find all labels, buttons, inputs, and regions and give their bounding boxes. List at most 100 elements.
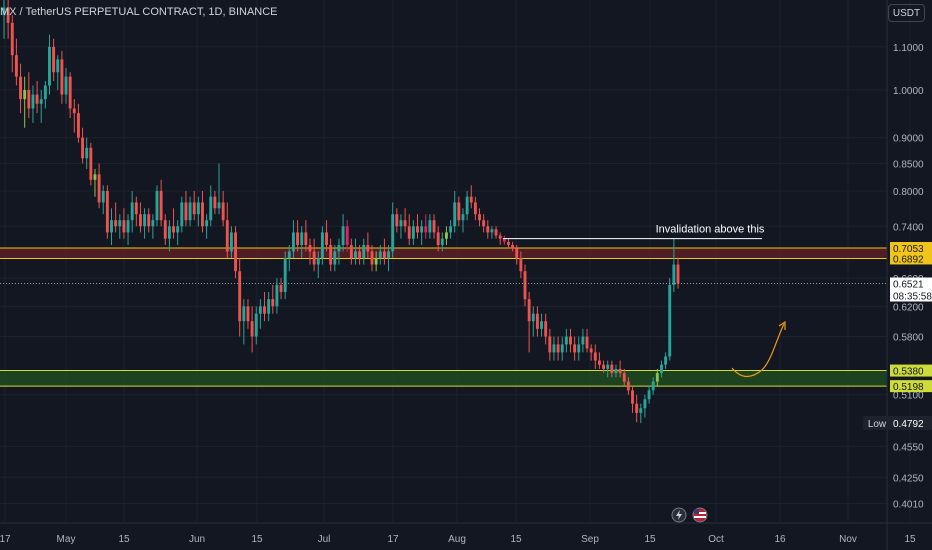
candle	[35, 81, 39, 114]
candle	[180, 196, 184, 233]
candle	[569, 328, 572, 353]
candle	[159, 179, 163, 227]
candle	[527, 291, 531, 353]
candle-body	[498, 235, 502, 239]
candle-body	[407, 226, 411, 239]
candle-body	[217, 202, 221, 209]
candle-body	[64, 76, 68, 95]
candle	[250, 306, 254, 353]
candle-body	[110, 220, 113, 233]
candle-body	[606, 364, 610, 369]
candle-body	[597, 360, 601, 365]
candle-body	[428, 220, 432, 233]
candle	[258, 299, 262, 329]
candle	[370, 245, 374, 272]
candle-body	[35, 94, 39, 104]
candle-body	[515, 248, 519, 258]
candle-body	[147, 214, 151, 227]
candle	[399, 214, 403, 239]
candle-body	[560, 344, 564, 353]
candle-body	[461, 214, 465, 221]
candle	[254, 306, 258, 345]
candle	[602, 360, 606, 374]
candle-body	[354, 251, 357, 258]
price-axis[interactable]: 1.10001.00000.90000.85000.80000.74000.66…	[863, 0, 932, 550]
candle-body	[184, 202, 188, 221]
candle	[2, 0, 6, 39]
candle	[64, 67, 68, 104]
candle	[473, 196, 477, 221]
candle	[647, 385, 651, 404]
currency-unit-button[interactable]: USDT	[888, 4, 925, 22]
candle-body	[362, 245, 366, 258]
candle-body	[312, 251, 316, 265]
price-label-bg	[890, 364, 932, 377]
x-tick-label: Oct	[708, 534, 724, 545]
candle-body	[345, 226, 349, 246]
candle-body	[180, 202, 184, 227]
candle	[242, 299, 246, 345]
candle-body	[651, 381, 655, 391]
candle-body	[416, 226, 419, 233]
candle	[72, 99, 76, 133]
candle-body	[453, 202, 457, 227]
candle-body	[48, 46, 51, 86]
candle	[110, 208, 113, 246]
candle-body	[304, 232, 308, 246]
price-label-text: 0.6892	[893, 254, 924, 265]
candle-body	[540, 321, 543, 329]
candle-body	[635, 403, 639, 413]
candle-body	[258, 306, 262, 314]
y-tick-label: 0.5800	[893, 333, 924, 344]
candle	[440, 232, 444, 252]
candle	[635, 394, 639, 423]
candle	[279, 278, 283, 300]
candle-body	[655, 373, 659, 382]
y-tick-label: 0.4010	[893, 500, 924, 511]
price-label-bg	[890, 289, 932, 302]
candle-body	[300, 232, 304, 246]
candle	[519, 251, 523, 279]
candle	[374, 251, 378, 272]
candle	[118, 214, 122, 239]
candle	[271, 284, 275, 314]
candle-body	[436, 232, 440, 246]
candle	[486, 220, 490, 239]
candle-body	[143, 214, 147, 227]
candle-body	[577, 344, 581, 353]
candle-body	[358, 251, 362, 258]
y-tick-label: 0.9000	[893, 134, 924, 145]
candle	[660, 360, 663, 378]
candle-body	[192, 202, 196, 215]
price-label-last: 0.6521	[890, 277, 932, 291]
candle-body	[647, 390, 651, 400]
candle-body	[403, 220, 407, 227]
candle-body	[473, 202, 477, 215]
candle	[639, 403, 643, 424]
candle-body	[643, 399, 647, 409]
candle	[618, 360, 622, 378]
candle-body	[163, 220, 167, 239]
candle	[622, 368, 626, 386]
candle	[325, 220, 328, 252]
symbol-legend: MX / TetherUS PERPETUAL CONTRACT, 1D, BI…	[0, 6, 278, 18]
candle-body	[374, 257, 378, 265]
candle-body	[382, 251, 386, 258]
candle	[287, 245, 291, 272]
candle	[167, 220, 171, 252]
y-tick-label: 0.8000	[893, 187, 924, 198]
candle	[411, 220, 415, 246]
candle-body	[19, 76, 22, 100]
candle-body	[101, 190, 105, 203]
flag-stripe	[694, 512, 706, 514]
x-tick-label: 16	[774, 534, 786, 545]
candle	[151, 214, 155, 239]
x-tick-label: Jul	[318, 534, 331, 545]
candle-body	[151, 220, 155, 227]
low-marker-value: 0.4792	[893, 419, 924, 430]
time-axis[interactable]: 17 May 15 Jun 15 Jul 17 Aug 15 Sep 15 Oct 16 Nov 15	[0, 522, 932, 545]
candle-body	[242, 306, 246, 322]
candle-body	[333, 251, 337, 265]
candle	[155, 185, 159, 227]
